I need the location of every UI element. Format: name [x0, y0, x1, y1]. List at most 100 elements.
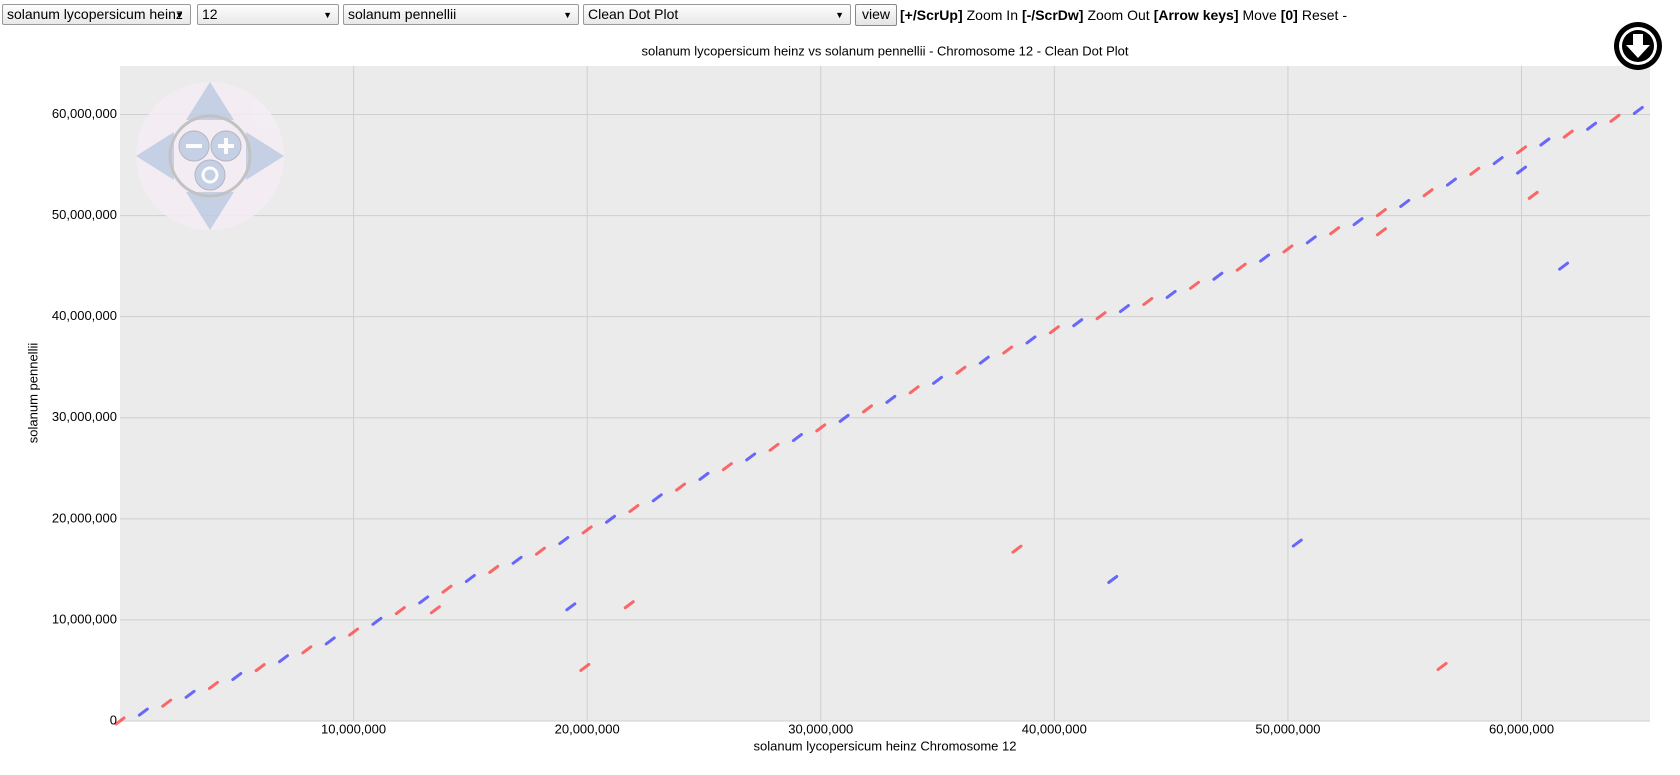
alignment-dot — [301, 645, 313, 655]
x-tick-label: 50,000,000 — [1255, 721, 1320, 736]
alignment-dot — [838, 413, 850, 423]
nav-left[interactable] — [136, 132, 174, 180]
y-tick-label: 10,000,000 — [52, 611, 117, 626]
nav-control[interactable] — [136, 82, 284, 230]
nav-right[interactable] — [246, 132, 284, 180]
shortcut-action: Zoom Out — [1087, 7, 1150, 23]
alignment-dot — [1586, 121, 1598, 131]
alignment-dot — [721, 462, 733, 472]
alignment-dot — [1072, 318, 1084, 328]
alignment-dot — [1492, 156, 1504, 166]
alignment-dot — [1189, 280, 1201, 290]
alignment-dot — [1375, 227, 1387, 237]
chromosome-select[interactable]: 12 — [197, 4, 339, 25]
alignment-dot — [1352, 217, 1364, 227]
alignment-dot — [885, 394, 897, 404]
alignment-dot — [1539, 137, 1551, 147]
alignment-dot — [1469, 166, 1481, 176]
alignment-dot — [768, 442, 780, 452]
alignment-dot — [1375, 208, 1387, 218]
alignment-dot — [161, 698, 173, 708]
alignment-dot — [565, 602, 577, 612]
x-tick-label: 40,000,000 — [1022, 721, 1087, 736]
nav-up[interactable] — [186, 82, 234, 120]
y-tick-label: 30,000,000 — [52, 409, 117, 424]
alignment-dot — [207, 680, 219, 690]
x-tick-label: 20,000,000 — [555, 721, 620, 736]
alignment-dot — [441, 584, 453, 594]
alignment-dot — [1329, 226, 1341, 236]
view-button[interactable]: view — [855, 4, 897, 26]
alignment-dot — [1282, 244, 1294, 254]
alignment-dot — [1558, 261, 1570, 271]
alignment-dot — [534, 546, 546, 556]
nav-reset[interactable] — [194, 159, 226, 191]
minus-icon — [186, 144, 202, 148]
x-axis-label: solanum lycopersicum heinz Chromosome 12 — [753, 738, 1016, 753]
plot-type-select[interactable]: Clean Dot Plot — [583, 4, 851, 25]
shortcut-key: [0] — [1280, 7, 1298, 23]
alignment-dot — [1436, 661, 1448, 671]
alignment-dot — [698, 471, 710, 481]
alignment-dot — [1048, 325, 1060, 335]
alignment-dot — [745, 452, 757, 462]
toolbar: solanum lycopersicum heinz 12 solanum pe… — [0, 2, 1680, 26]
alignment-dot — [511, 555, 523, 565]
alignment-dot — [231, 672, 243, 682]
download-button[interactable] — [1614, 22, 1662, 70]
query-select[interactable]: solanum pennellii — [343, 4, 579, 25]
nav-background — [136, 82, 284, 230]
alignment-dot — [1142, 297, 1154, 307]
alignment-dot — [815, 423, 827, 433]
alignment-dot — [429, 605, 441, 615]
alignment-dot — [978, 355, 990, 365]
alignment-dot — [278, 654, 290, 664]
x-tick-label: 60,000,000 — [1489, 721, 1554, 736]
alignment-dot — [184, 689, 196, 699]
alignment-dot — [628, 504, 640, 514]
alignment-dot — [791, 433, 803, 443]
shortcut-key: [-/ScrDw] — [1021, 7, 1084, 23]
shortcut-key: [Arrow keys] — [1153, 7, 1239, 23]
alignment-dot — [1445, 177, 1457, 187]
alignment-dot — [1527, 190, 1539, 200]
alignment-dot — [675, 482, 687, 492]
alignment-dot — [1259, 253, 1271, 263]
y-tick-label: 0 — [110, 712, 117, 727]
marks — [114, 105, 1644, 726]
shortcut-action: Move — [1242, 7, 1277, 23]
alignment-dot — [861, 404, 873, 414]
alignment-dot — [114, 716, 126, 726]
alignment-dot — [955, 365, 967, 375]
grid — [120, 66, 1650, 722]
alignment-dot — [623, 600, 635, 610]
reference-select[interactable]: solanum lycopersicum heinz — [2, 4, 191, 25]
alignment-dot — [1632, 105, 1644, 115]
y-tick-label: 40,000,000 — [52, 308, 117, 323]
y-tick-label: 50,000,000 — [52, 207, 117, 222]
alignment-dot — [1399, 198, 1411, 208]
alignment-dot — [1609, 113, 1621, 123]
download-arrow — [1626, 34, 1650, 58]
alignment-dot — [394, 606, 406, 616]
help-text: [+/ScrUp] Zoom In [-/ScrDw] Zoom Out [Arrow … — [900, 7, 1351, 23]
alignment-dot — [1516, 165, 1528, 175]
alignment-dot — [1562, 129, 1574, 139]
nav-down[interactable] — [186, 192, 234, 230]
alignment-dot — [579, 662, 591, 672]
alignment-dot — [605, 514, 617, 524]
alignment-dot — [1422, 188, 1434, 198]
nav-ring — [168, 114, 252, 198]
alignment-dot — [1212, 271, 1224, 281]
alignment-dot — [1002, 345, 1014, 355]
alignment-dot — [908, 385, 920, 395]
plot-area — [120, 66, 1650, 721]
alignment-dot — [348, 627, 360, 637]
alignment-dot — [1235, 262, 1247, 272]
alignment-dot — [932, 375, 944, 385]
alignment-dot — [1095, 311, 1107, 321]
reset-icon — [201, 166, 219, 184]
plus-icon — [224, 138, 228, 154]
shortcut-action: Reset - — [1301, 7, 1347, 23]
